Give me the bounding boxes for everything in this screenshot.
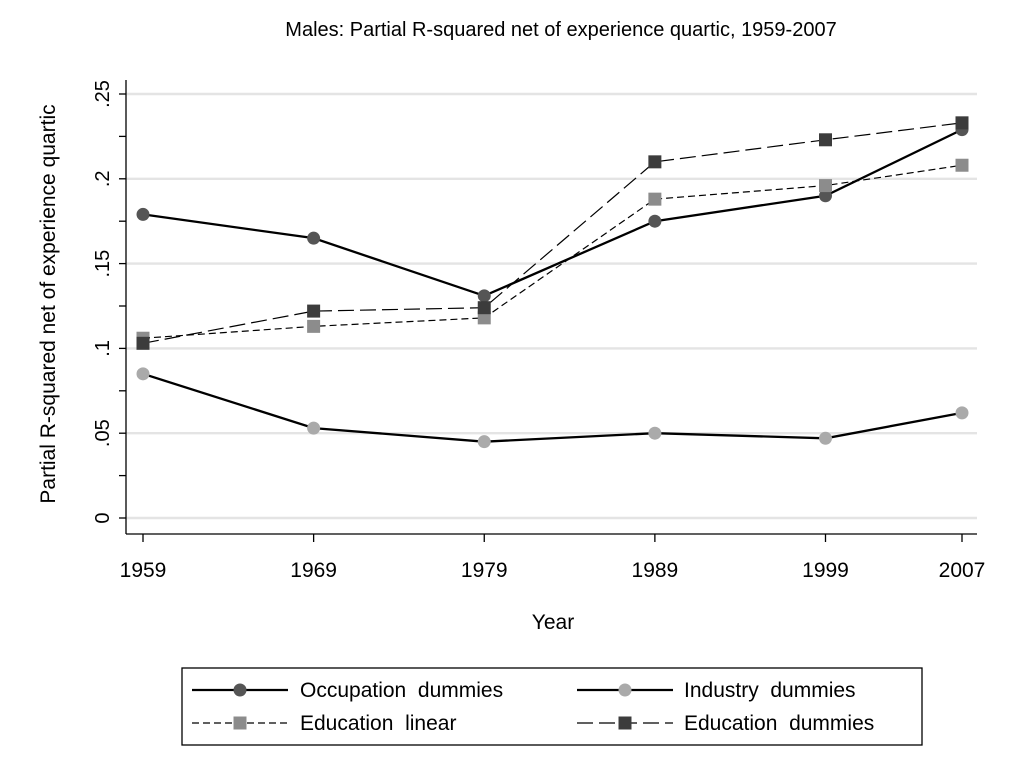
x-tick-label: 2007 bbox=[939, 559, 986, 582]
data-point bbox=[955, 406, 969, 420]
legend-label: Occupation dummies bbox=[300, 679, 503, 702]
data-point bbox=[819, 431, 832, 445]
series-line bbox=[142, 122, 963, 344]
x-axis-label: Year bbox=[532, 611, 574, 634]
legend-swatch-marker bbox=[233, 683, 247, 697]
series bbox=[136, 116, 969, 449]
x-tick-label: 1979 bbox=[461, 559, 508, 582]
series-line bbox=[142, 164, 963, 339]
data-point bbox=[819, 133, 832, 147]
y-tick-label: .05 bbox=[92, 419, 114, 447]
legend-item: Education linear bbox=[192, 712, 456, 735]
data-point bbox=[136, 207, 150, 221]
series-line bbox=[142, 372, 963, 443]
y-tick-label: .2 bbox=[92, 170, 114, 187]
data-point bbox=[648, 426, 662, 440]
legend-item: Occupation dummies bbox=[192, 679, 503, 702]
x-tick-label: 1969 bbox=[290, 559, 337, 582]
data-point bbox=[477, 435, 491, 449]
data-point bbox=[955, 116, 969, 130]
y-tick-label: .25 bbox=[92, 80, 114, 108]
legend-items: Occupation dummies Industry dummies Educat… bbox=[192, 679, 874, 735]
data-point bbox=[307, 319, 321, 333]
legend-item: Education dummies bbox=[577, 712, 874, 735]
legend-swatch-marker bbox=[618, 683, 632, 697]
axis-ticks: 0 .05 .1 .15 .2 .25 1959 1969 1979 1989 1999 2007 bbox=[92, 80, 985, 582]
data-point bbox=[477, 311, 491, 325]
y-axis-label: Partial R-squared net of experience quar… bbox=[37, 104, 60, 503]
legend-swatch-marker bbox=[618, 716, 632, 730]
x-tick-label: 1959 bbox=[120, 559, 167, 582]
data-point bbox=[307, 304, 321, 318]
data-point bbox=[307, 231, 321, 245]
data-point bbox=[648, 214, 662, 228]
grid-lines bbox=[126, 92, 977, 520]
y-tick-label: .1 bbox=[92, 340, 114, 357]
legend-label: Industry dummies bbox=[684, 679, 856, 702]
data-point bbox=[819, 189, 832, 203]
data-point bbox=[136, 367, 150, 381]
axes bbox=[125, 80, 977, 535]
y-tick-label: .15 bbox=[92, 250, 114, 278]
y-tick-label: 0 bbox=[92, 512, 114, 523]
data-point bbox=[307, 421, 321, 435]
data-point bbox=[477, 289, 491, 303]
legend-item: Industry dummies bbox=[577, 679, 856, 702]
legend-label: Education dummies bbox=[684, 712, 874, 735]
data-point bbox=[648, 155, 662, 169]
series-group bbox=[136, 116, 969, 350]
data-point bbox=[819, 179, 832, 193]
legend: Occupation dummies Industry dummies Educat… bbox=[181, 667, 923, 746]
x-tick-label: 1989 bbox=[632, 559, 679, 582]
data-point bbox=[477, 301, 491, 315]
x-tick-label: 1999 bbox=[802, 559, 849, 582]
data-point bbox=[136, 336, 150, 350]
legend-swatch-marker bbox=[233, 716, 247, 730]
chart-title: Males: Partial R-squared net of experien… bbox=[285, 19, 836, 41]
data-point bbox=[955, 158, 969, 172]
data-point bbox=[648, 192, 662, 206]
legend-label: Education linear bbox=[300, 712, 456, 735]
series-group bbox=[136, 367, 969, 449]
series-group bbox=[136, 123, 969, 303]
plot-area: 0 .05 .1 .15 .2 .25 1959 1969 1979 1989 1999 2007 bbox=[92, 80, 985, 582]
legend-box bbox=[181, 667, 923, 746]
